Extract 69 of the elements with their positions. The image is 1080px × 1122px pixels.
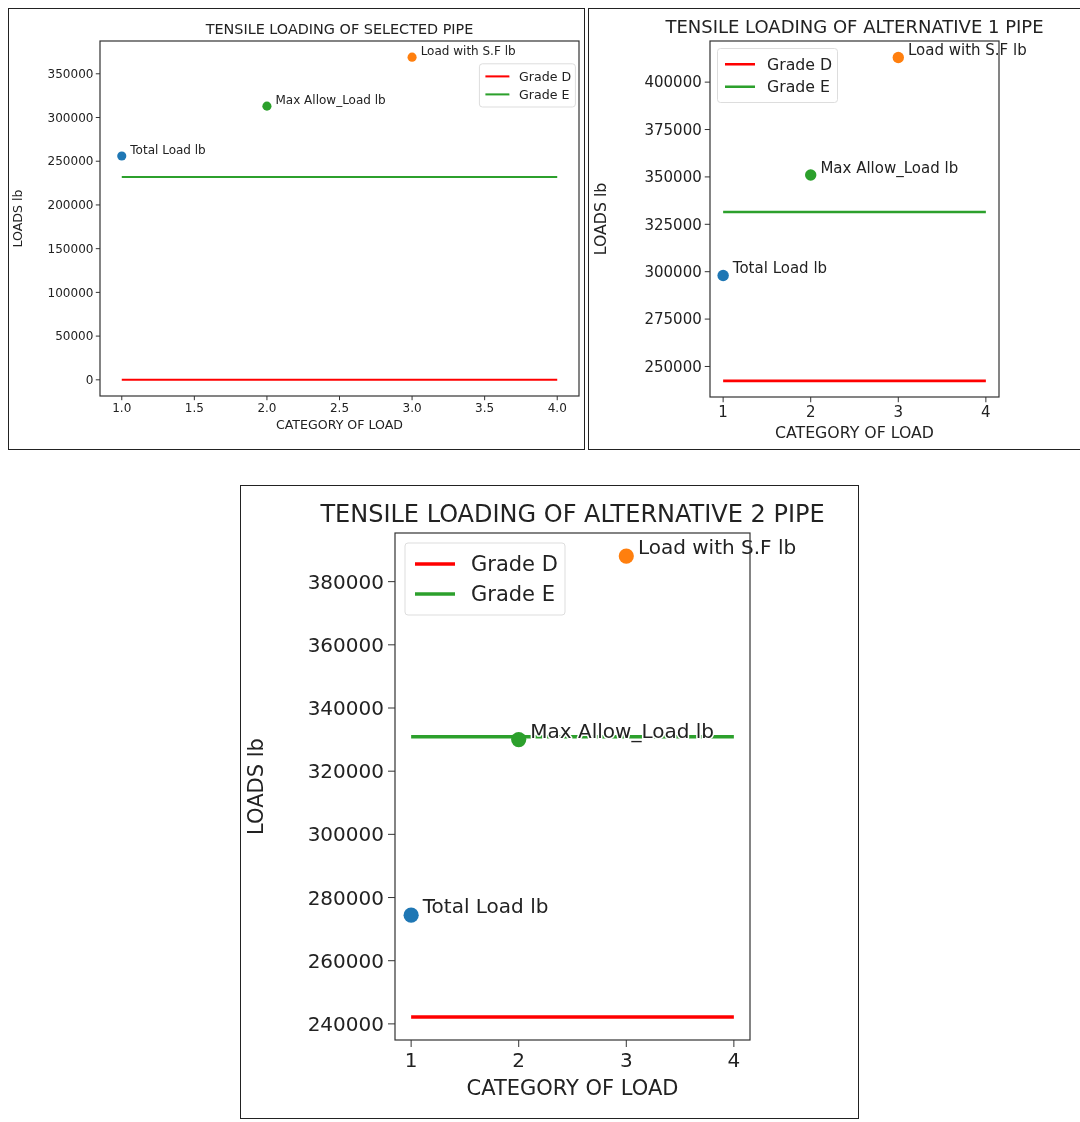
x-tick-label: 2.5 [329,401,350,416]
series-label: Load with S.F lb [420,44,516,59]
y-tick-label: 275000 [644,310,702,329]
y-tick-label: 150000 [47,241,94,256]
x-tick-label: 2 [512,1048,526,1072]
y-tick-label: 0 [85,373,94,388]
series-label: Total Load lb [129,142,206,157]
x-tick-label: 3 [893,403,904,422]
legend-label: Grade E [767,77,830,97]
x-tick-label: 4 [981,403,991,422]
y-tick-label: 100000 [47,285,94,300]
y-tick-label: 340000 [307,696,384,720]
y-tick-label: 260000 [307,948,384,973]
x-tick-label: 4.0 [547,401,567,416]
x-tick-label: 3 [619,1048,633,1072]
series-label: Max Allow_Load lb [820,159,959,179]
y-tick-label: 350000 [644,168,702,187]
x-tick-label: 1.0 [112,401,132,416]
series-label: Total Load lb [731,259,828,278]
x-axis-title: CATEGORY OF LOAD [275,417,404,432]
chart-title: TENSILE LOADING OF ALTERNATIVE 2 PIPE [319,500,825,528]
legend-label: Grade E [519,86,570,102]
y-axis-title: LOADS lb [244,738,268,835]
y-tick-label: 380000 [307,569,384,594]
y-tick-label: 300000 [47,110,94,125]
chart-title: TENSILE LOADING OF ALTERNATIVE 1 PIPE [664,15,1044,37]
point [618,548,634,564]
y-tick-label: 360000 [307,632,384,657]
point [717,269,729,282]
x-tick-label: 2 [805,403,816,422]
y-tick-label: 280000 [307,885,384,910]
x-tick-label: 4 [727,1048,741,1072]
x-axis-title: CATEGORY OF LOAD [775,423,934,443]
y-tick-label: 325000 [644,215,702,234]
legend-label: Grade D [767,54,833,74]
point [407,52,417,62]
x-tick-label: 3.0 [402,401,422,416]
x-tick-label: 3.5 [475,401,495,416]
legend-label: Grade D [471,552,558,577]
legend-label: Grade E [471,582,555,607]
point [403,907,419,923]
y-tick-label: 240000 [307,1011,384,1036]
y-tick-label: 350000 [47,66,94,81]
point [117,151,127,161]
y-tick-label: 250000 [644,357,702,376]
x-tick-label: 1.5 [184,401,204,416]
x-axis-title: CATEGORY OF LOAD [466,1076,679,1100]
y-tick-label: 300000 [644,262,702,281]
y-tick-label: 400000 [644,73,702,92]
y-axis-title: LOADS lb [10,189,26,248]
y-axis-title: LOADS lb [590,182,610,256]
x-tick-label: 1 [404,1048,418,1072]
point [511,732,527,748]
series-label: Total Load lb [421,894,549,919]
y-tick-label: 50000 [55,329,94,344]
point [892,51,904,64]
y-tick-label: 300000 [307,822,384,847]
legend-label: Grade D [519,68,572,84]
point [805,169,817,181]
x-tick-label: 2.0 [257,401,277,416]
chart-title: TENSILE LOADING OF SELECTED PIPE [204,21,474,38]
y-tick-label: 200000 [47,198,94,213]
point [262,101,272,111]
y-tick-label: 375000 [644,120,702,139]
series-label: Max Allow_Load lb [275,93,386,108]
y-tick-label: 250000 [47,154,94,169]
y-tick-label: 320000 [307,759,384,784]
series-label: Load with S.F lb [907,41,1027,60]
x-tick-label: 1 [718,403,728,422]
